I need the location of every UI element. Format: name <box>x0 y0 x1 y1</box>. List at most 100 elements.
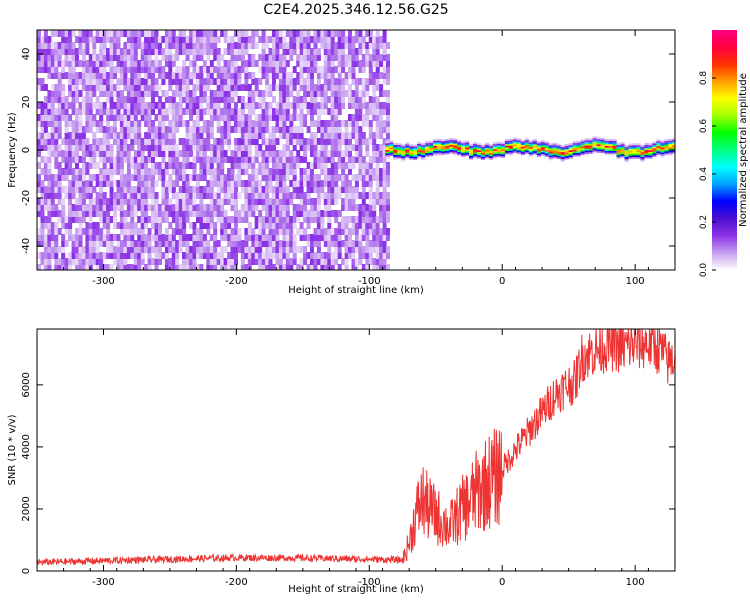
heatmap-cell <box>40 48 45 55</box>
heatmap-cell <box>306 84 311 91</box>
heatmap-cell <box>292 48 297 55</box>
heatmap-cell <box>303 180 308 187</box>
heatmap-cell <box>57 84 62 91</box>
heatmap-cell <box>289 234 294 241</box>
heatmap-cell <box>453 140 458 142</box>
heatmap-cell <box>199 72 204 79</box>
heatmap-cell <box>393 153 398 155</box>
heatmap-cell <box>313 42 318 49</box>
heatmap-cell <box>289 102 294 109</box>
heatmap-cell <box>351 126 356 133</box>
heatmap-cell <box>524 143 529 146</box>
heatmap-cell <box>385 143 390 145</box>
heatmap-cell <box>592 141 597 144</box>
heatmap-cell <box>154 30 159 37</box>
heatmap-cell <box>584 150 589 153</box>
heatmap-cell <box>616 154 621 157</box>
heatmap-cell <box>265 192 270 199</box>
heatmap-cell <box>372 204 377 211</box>
heatmap-cell <box>213 54 218 61</box>
heatmap-cell <box>421 149 426 152</box>
heatmap-cell <box>206 252 211 259</box>
heatmap-cell <box>175 78 180 85</box>
heatmap-cell <box>500 155 506 158</box>
heatmap-cell <box>137 246 142 253</box>
heatmap-cell <box>199 252 204 259</box>
heatmap-cell <box>316 234 321 241</box>
heatmap-cell <box>133 198 138 205</box>
heatmap-cell <box>126 192 131 199</box>
heatmap-cell <box>292 114 297 121</box>
heatmap-cell <box>144 234 149 241</box>
heatmap-cell <box>368 96 373 103</box>
heatmap-cell <box>285 246 290 253</box>
heatmap-cell <box>544 148 549 151</box>
heatmap-cell <box>409 149 414 152</box>
heatmap-cell <box>40 210 45 217</box>
heatmap-cell <box>234 186 238 193</box>
heatmap-cell <box>382 42 387 49</box>
heatmap-cell <box>40 66 45 73</box>
heatmap-cell <box>620 148 625 151</box>
heatmap-cell <box>206 138 211 145</box>
heatmap-cell <box>372 144 377 151</box>
heatmap-cell <box>303 120 308 127</box>
heatmap-cell <box>81 210 86 217</box>
heatmap-cell <box>568 144 573 147</box>
heatmap-cell <box>192 96 197 103</box>
heatmap-cell <box>216 240 221 247</box>
heatmap-cell <box>182 48 187 55</box>
heatmap-cell <box>258 180 263 187</box>
heatmap-cell <box>337 48 342 55</box>
heatmap-cell <box>461 141 466 144</box>
heatmap-cell <box>171 42 176 49</box>
heatmap-cell <box>106 156 111 163</box>
heatmap-cell <box>75 198 79 205</box>
heatmap-cell <box>109 126 114 133</box>
heatmap-cell <box>316 210 321 217</box>
heatmap-cell <box>425 144 430 147</box>
heatmap-cell <box>320 168 325 175</box>
heatmap-cell <box>213 30 218 37</box>
heatmap-cell <box>310 48 314 55</box>
heatmap-cell <box>251 210 256 217</box>
heatmap-cell <box>348 168 352 175</box>
heatmap-cell <box>196 126 200 133</box>
heatmap-cell <box>168 240 173 247</box>
heatmap-cell <box>154 222 159 229</box>
heatmap-cell <box>244 180 249 187</box>
heatmap-cell <box>632 151 637 154</box>
heatmap-cell <box>379 192 384 199</box>
heatmap-cell <box>182 138 187 145</box>
heatmap-cell <box>78 234 83 241</box>
heatmap-cell <box>130 132 135 139</box>
heatmap-cell <box>320 72 325 79</box>
heatmap-cell <box>40 144 45 151</box>
heatmap-cell <box>151 36 155 43</box>
heatmap-cell <box>237 162 242 169</box>
heatmap-cell <box>209 72 214 79</box>
heatmap-cell <box>272 264 276 270</box>
heatmap-cell <box>130 126 135 133</box>
heatmap-cell <box>116 240 121 247</box>
heatmap-cell <box>81 258 86 265</box>
heatmap-cell <box>37 198 41 205</box>
heatmap-cell <box>92 120 97 127</box>
heatmap-cell <box>368 42 373 49</box>
heatmap-cell <box>64 222 69 229</box>
heatmap-cell <box>397 149 402 152</box>
heatmap-cell <box>85 120 90 127</box>
heatmap-cell <box>351 42 356 49</box>
heatmap-cell <box>78 36 83 43</box>
heatmap-cell <box>386 234 390 241</box>
heatmap-cell <box>354 258 359 265</box>
heatmap-cell <box>40 186 45 193</box>
x-tick-label: 100 <box>626 276 645 287</box>
heatmap-cell <box>40 114 45 121</box>
heatmap-cell <box>299 234 304 241</box>
heatmap-cell <box>668 150 673 153</box>
heatmap-cell <box>289 192 294 199</box>
heatmap-cell <box>348 102 352 109</box>
heatmap-cell <box>133 84 138 91</box>
heatmap-cell <box>382 156 387 163</box>
